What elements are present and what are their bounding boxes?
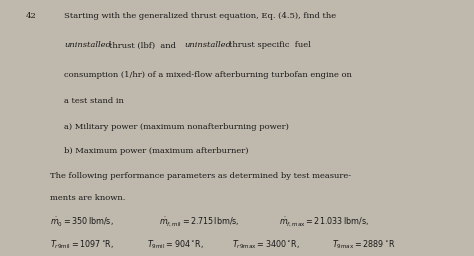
Text: $T_{9\mathrm{mil}} = 904\,^{\circ}\mathrm{R,}$: $T_{9\mathrm{mil}} = 904\,^{\circ}\mathr… bbox=[147, 239, 204, 251]
Text: $T_{r9\mathrm{mil}} = 1097\,^{\circ}\mathrm{R,}$: $T_{r9\mathrm{mil}} = 1097\,^{\circ}\mat… bbox=[50, 239, 114, 251]
Text: uninstalled: uninstalled bbox=[64, 41, 111, 49]
Text: a test stand in: a test stand in bbox=[64, 97, 124, 105]
Text: a) Military power (maximum nonafterburning power): a) Military power (maximum nonafterburni… bbox=[64, 123, 289, 131]
Text: thrust specific  fuel: thrust specific fuel bbox=[229, 41, 311, 49]
Text: $T_{9\mathrm{max}} = 2889\,^{\circ}\mathrm{R}$: $T_{9\mathrm{max}} = 2889\,^{\circ}\math… bbox=[332, 239, 395, 251]
Text: 42: 42 bbox=[26, 12, 37, 19]
Text: The following performance parameters as determined by test measure-: The following performance parameters as … bbox=[50, 172, 351, 179]
Text: $\dot{m}_{f,\mathrm{max}} = 21.033\,\mathrm{lbm/s,}$: $\dot{m}_{f,\mathrm{max}} = 21.033\,\mat… bbox=[279, 216, 369, 229]
Text: $\dot{m}_0 = 350\,\mathrm{lbm/s,}$: $\dot{m}_0 = 350\,\mathrm{lbm/s,}$ bbox=[50, 216, 113, 229]
Text: consumption (1/hr) of a mixed-flow afterburning turbofan engine on: consumption (1/hr) of a mixed-flow after… bbox=[64, 71, 352, 79]
Text: uninstalled: uninstalled bbox=[185, 41, 232, 49]
Text: b) Maximum power (maximum afterburner): b) Maximum power (maximum afterburner) bbox=[64, 147, 248, 155]
Text: $\dot{m}_{f,\mathrm{mil}} = 2.715\,\mathrm{lbm/s,}$: $\dot{m}_{f,\mathrm{mil}} = 2.715\,\math… bbox=[159, 216, 239, 229]
Text: ments are known.: ments are known. bbox=[50, 194, 125, 202]
Text: $T_{r9\mathrm{max}} = 3400\,^{\circ}\mathrm{R,}$: $T_{r9\mathrm{max}} = 3400\,^{\circ}\mat… bbox=[232, 239, 300, 251]
Text: Starting with the generalized thrust equation, Eq. (4.5), find the: Starting with the generalized thrust equ… bbox=[64, 12, 336, 19]
Text: thrust (lbf)  and: thrust (lbf) and bbox=[109, 41, 176, 49]
